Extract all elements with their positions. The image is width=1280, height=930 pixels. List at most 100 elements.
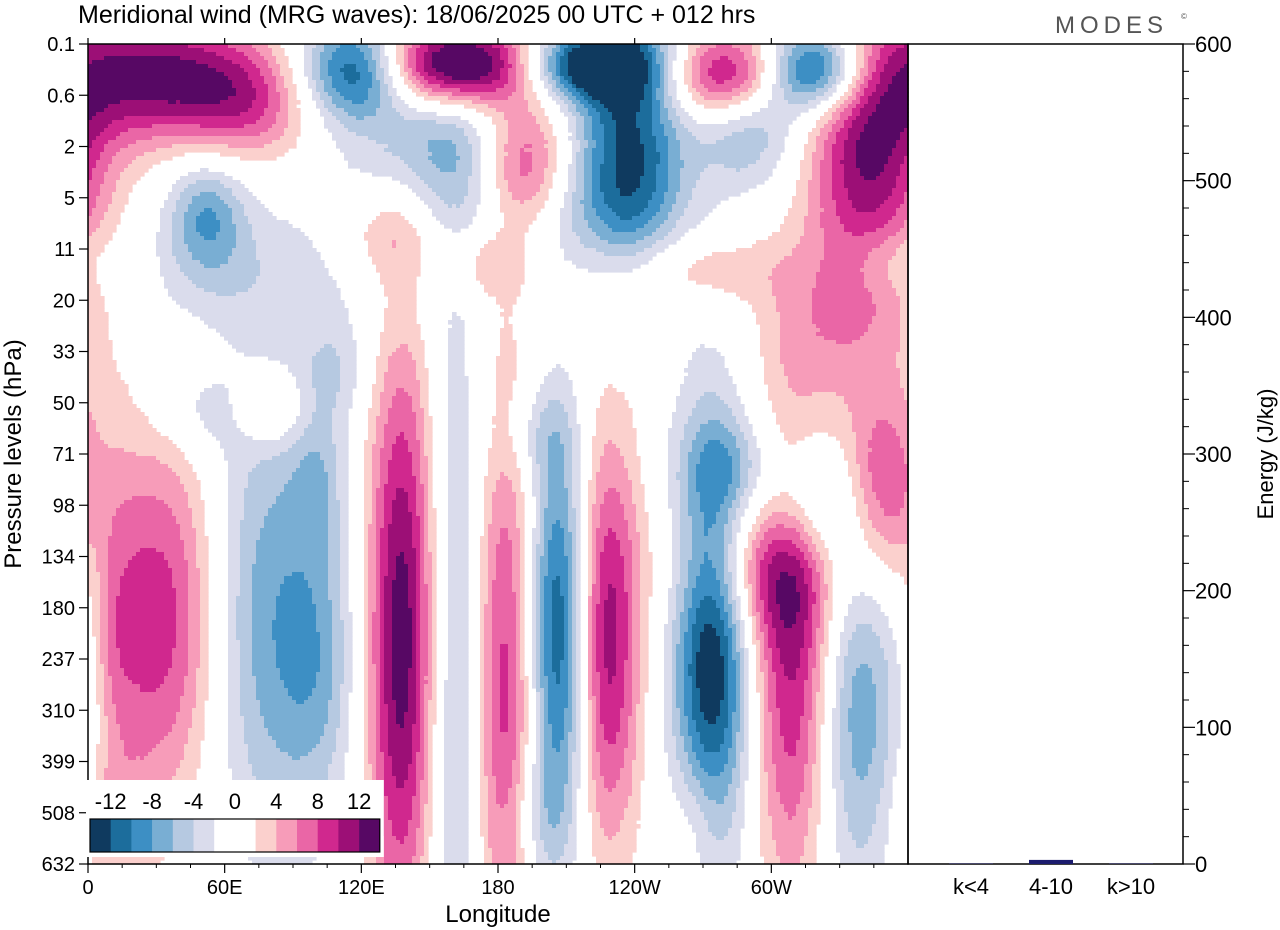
contour-cell	[560, 224, 573, 229]
contour-cell	[592, 188, 601, 193]
contour-cell	[388, 536, 413, 541]
contour-cell	[520, 44, 529, 49]
contour-cell	[864, 496, 877, 501]
contour-cell	[756, 616, 761, 621]
contour-cell	[400, 180, 425, 185]
contour-cell	[636, 524, 649, 529]
contour-cell	[88, 336, 109, 341]
contour-cell	[184, 544, 197, 549]
contour-cell	[640, 600, 649, 605]
contour-cell	[276, 80, 285, 85]
contour-cell	[676, 476, 689, 481]
contour-cell	[780, 492, 789, 497]
contour-cell	[496, 572, 513, 577]
contour-cell	[88, 188, 101, 193]
contour-cell	[592, 528, 597, 533]
contour-cell	[516, 524, 525, 529]
contour-cell	[568, 108, 577, 113]
contour-cell	[540, 580, 545, 585]
contour-cell	[408, 568, 417, 573]
contour-cell	[92, 596, 101, 601]
contour-cell	[364, 544, 369, 549]
contour-cell	[416, 84, 425, 89]
contour-cell	[856, 500, 865, 505]
contour-cell	[592, 520, 601, 525]
contour-cell	[808, 596, 817, 601]
contour-cell	[748, 448, 761, 453]
contour-cell	[732, 592, 737, 597]
contour-cell	[100, 604, 109, 609]
contour-cell	[172, 252, 193, 257]
contour-cell	[784, 432, 813, 437]
contour-cell	[812, 556, 821, 561]
contour-cell	[96, 428, 157, 433]
contour-cell	[716, 572, 725, 577]
contour-cell	[432, 624, 437, 629]
contour-cell	[376, 532, 381, 537]
contour-cell	[876, 496, 905, 501]
contour-cell	[116, 620, 177, 625]
contour-cell	[796, 516, 809, 521]
contour-cell	[628, 604, 633, 609]
contour-cell	[196, 220, 221, 225]
contour-cell	[176, 208, 189, 213]
contour-cell	[504, 116, 537, 121]
contour-cell	[772, 292, 813, 297]
contour-cell	[424, 428, 433, 433]
contour-cell	[752, 600, 757, 605]
contour-cell	[664, 192, 677, 197]
contour-cell	[732, 576, 737, 581]
contour-cell	[276, 84, 285, 89]
contour-cell	[820, 128, 833, 133]
contour-cell	[412, 356, 425, 361]
contour-cell	[804, 576, 813, 581]
contour-cell	[652, 216, 669, 221]
contour-cell	[592, 576, 597, 581]
contour-cell	[812, 296, 873, 301]
contour-cell	[380, 604, 385, 609]
contour-cell	[364, 580, 369, 585]
contour-cell	[868, 544, 909, 549]
contour-cell	[572, 132, 577, 137]
contour-cell	[764, 600, 769, 605]
contour-cell	[812, 172, 821, 177]
contour-cell	[548, 152, 557, 157]
contour-cell	[540, 596, 545, 601]
contour-cell	[756, 556, 765, 561]
contour-cell	[328, 560, 341, 565]
contour-cell	[428, 524, 437, 529]
contour-cell	[876, 420, 889, 425]
contour-cell	[680, 116, 693, 121]
contour-cell	[384, 388, 397, 393]
contour-cell	[184, 548, 197, 553]
contour-cell	[880, 244, 901, 249]
contour-cell	[904, 500, 909, 505]
contour-cell	[388, 420, 417, 425]
contour-cell	[856, 152, 893, 157]
contour-cell	[652, 64, 661, 69]
contour-cell	[868, 64, 877, 69]
contour-cell	[88, 368, 117, 373]
contour-cell	[764, 552, 777, 557]
contour-cell	[572, 428, 581, 433]
contour-cell	[852, 416, 909, 421]
contour-cell	[420, 472, 429, 477]
contour-cell	[520, 528, 525, 533]
contour-cell	[416, 564, 421, 569]
contour-cell	[612, 112, 637, 117]
contour-cell	[800, 592, 809, 597]
contour-cell	[384, 328, 421, 333]
contour-cell	[480, 548, 489, 553]
contour-cell	[536, 392, 573, 397]
contour-cell	[296, 384, 313, 389]
contour-cell	[328, 488, 337, 493]
contour-cell	[540, 76, 549, 81]
contour-cell	[188, 600, 201, 605]
contour-cell	[744, 488, 753, 493]
contour-cell	[632, 604, 641, 609]
contour-cell	[468, 176, 481, 181]
contour-cell	[368, 560, 377, 565]
contour-cell	[732, 60, 749, 65]
contour-cell	[556, 576, 561, 581]
contour-cell	[180, 268, 261, 273]
